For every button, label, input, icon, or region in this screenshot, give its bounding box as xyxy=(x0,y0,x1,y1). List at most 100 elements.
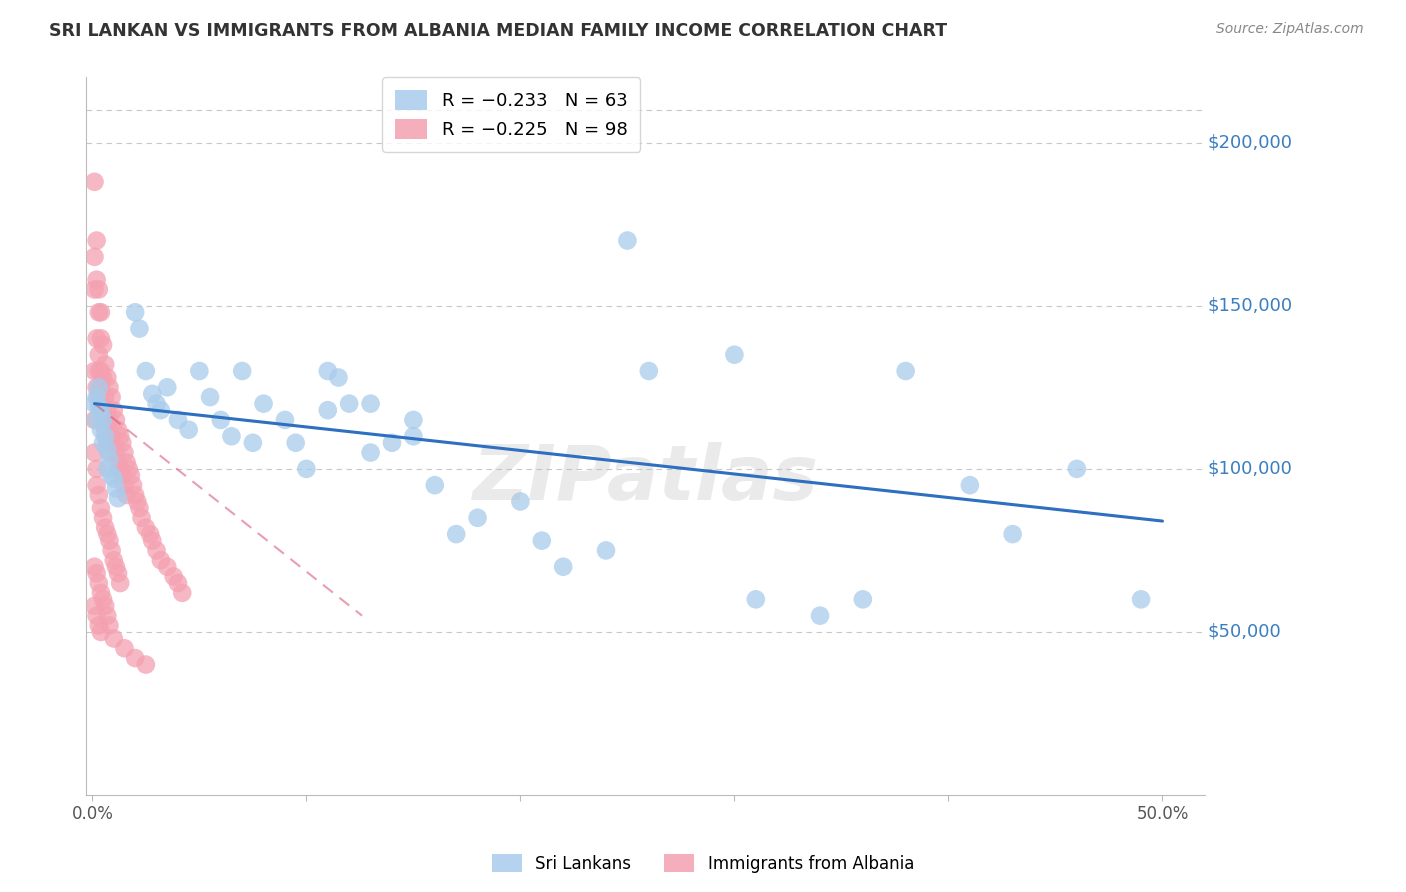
Point xyxy=(86,331,108,345)
Point xyxy=(83,283,105,297)
Point xyxy=(723,348,745,362)
Point xyxy=(402,413,425,427)
Point xyxy=(94,390,117,404)
Point xyxy=(156,559,179,574)
Point xyxy=(91,397,114,411)
Point xyxy=(114,445,136,459)
Point xyxy=(98,452,121,467)
Point xyxy=(198,390,221,404)
Point xyxy=(188,364,211,378)
Point xyxy=(745,592,768,607)
Point xyxy=(423,478,446,492)
Point xyxy=(98,413,121,427)
Point xyxy=(98,380,121,394)
Point xyxy=(381,435,404,450)
Text: ZIPatlas: ZIPatlas xyxy=(472,442,818,516)
Point xyxy=(96,442,118,457)
Point xyxy=(328,370,350,384)
Point xyxy=(86,390,108,404)
Point xyxy=(90,305,112,319)
Point xyxy=(87,576,110,591)
Point xyxy=(509,494,531,508)
Point xyxy=(145,397,167,411)
Point xyxy=(135,364,157,378)
Point xyxy=(107,455,129,469)
Point xyxy=(139,527,162,541)
Point xyxy=(120,468,142,483)
Point xyxy=(894,364,917,378)
Point xyxy=(167,413,190,427)
Point xyxy=(111,468,134,483)
Point xyxy=(128,501,150,516)
Point xyxy=(90,331,112,345)
Point xyxy=(145,543,167,558)
Point xyxy=(87,488,110,502)
Point xyxy=(98,533,121,548)
Point xyxy=(337,397,360,411)
Point xyxy=(852,592,875,607)
Point xyxy=(83,413,105,427)
Point xyxy=(360,397,382,411)
Point xyxy=(94,520,117,534)
Point xyxy=(295,462,318,476)
Text: Source: ZipAtlas.com: Source: ZipAtlas.com xyxy=(1216,22,1364,37)
Point xyxy=(96,527,118,541)
Point xyxy=(252,397,274,411)
Point xyxy=(108,576,131,591)
Point xyxy=(94,599,117,613)
Point xyxy=(107,566,129,581)
Point xyxy=(100,429,122,443)
Point xyxy=(149,553,172,567)
Point xyxy=(1066,462,1088,476)
Point xyxy=(86,380,108,394)
Point xyxy=(104,482,127,496)
Point xyxy=(177,423,200,437)
Point xyxy=(90,624,112,639)
Point xyxy=(467,510,489,524)
Point xyxy=(98,429,121,443)
Point xyxy=(156,380,179,394)
Point xyxy=(86,478,108,492)
Point xyxy=(83,250,105,264)
Point xyxy=(96,370,118,384)
Point xyxy=(141,387,163,401)
Point xyxy=(115,455,138,469)
Point xyxy=(91,370,114,384)
Point xyxy=(107,423,129,437)
Point xyxy=(149,403,172,417)
Point xyxy=(637,364,659,378)
Point xyxy=(104,413,127,427)
Point xyxy=(91,338,114,352)
Point xyxy=(83,397,105,411)
Point xyxy=(96,435,118,450)
Point xyxy=(530,533,553,548)
Point xyxy=(103,435,125,450)
Point xyxy=(103,632,125,646)
Point xyxy=(402,429,425,443)
Point xyxy=(86,566,108,581)
Point xyxy=(90,501,112,516)
Point xyxy=(94,429,117,443)
Text: $50,000: $50,000 xyxy=(1208,623,1281,641)
Point xyxy=(86,273,108,287)
Point xyxy=(91,403,114,417)
Point xyxy=(94,358,117,372)
Point xyxy=(86,462,108,476)
Point xyxy=(124,651,146,665)
Point xyxy=(111,435,134,450)
Point xyxy=(87,364,110,378)
Point xyxy=(86,234,108,248)
Point xyxy=(87,305,110,319)
Point xyxy=(87,348,110,362)
Point xyxy=(90,586,112,600)
Point xyxy=(87,618,110,632)
Point xyxy=(274,413,297,427)
Point xyxy=(98,618,121,632)
Point xyxy=(124,305,146,319)
Legend: R = −0.233   N = 63, R = −0.225   N = 98: R = −0.233 N = 63, R = −0.225 N = 98 xyxy=(382,78,640,152)
Point xyxy=(808,608,831,623)
Point xyxy=(128,321,150,335)
Point xyxy=(124,488,146,502)
Point xyxy=(90,403,112,417)
Point xyxy=(100,543,122,558)
